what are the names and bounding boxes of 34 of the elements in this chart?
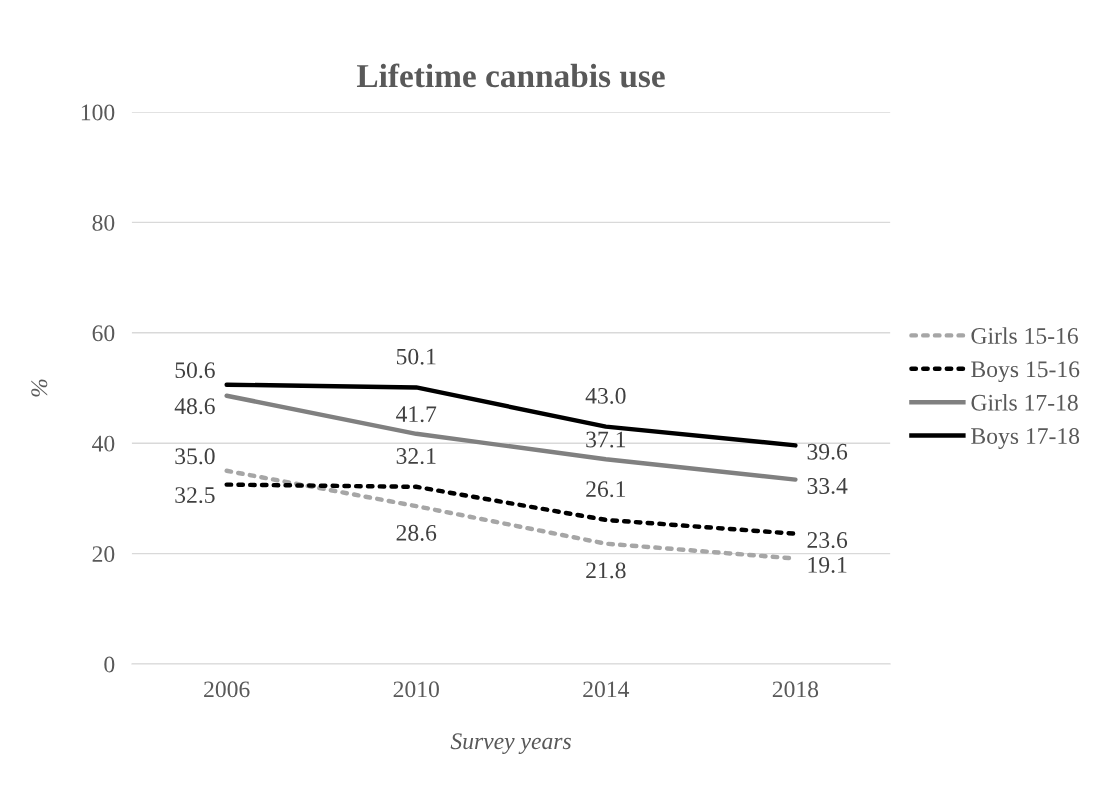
y-tick-label: 80: [92, 214, 115, 231]
data-label: 19.1: [808, 556, 847, 573]
data-label: 35.0: [175, 448, 215, 465]
x-axis-title: Survey years: [450, 733, 571, 755]
legend-label: Girls 17-18: [971, 394, 1078, 411]
x-tick-label: 2014: [583, 681, 630, 698]
x-tick-label: 2006: [204, 681, 250, 698]
y-tick-label: 100: [81, 104, 115, 121]
data-label: 48.6: [174, 398, 215, 415]
data-label: 41.7: [396, 406, 437, 423]
data-label: 43.0: [585, 387, 626, 404]
x-tick-label: 2010: [393, 681, 439, 698]
data-label: 37.1: [586, 431, 626, 448]
data-label: 32.5: [175, 487, 215, 504]
line-series: [224, 382, 798, 448]
data-label: 32.1: [396, 448, 436, 465]
y-tick-label: 60: [92, 325, 115, 342]
data-label: 33.4: [807, 478, 848, 494]
data-label: 50.1: [396, 348, 436, 365]
data-label: 50.6: [175, 362, 215, 379]
legend-label: Girls 15-16: [971, 327, 1078, 344]
legend-label: Boys 15-16: [971, 361, 1080, 383]
y-tick-label: 0: [104, 656, 115, 673]
data-label: 23.6: [807, 532, 848, 549]
x-tick-label: 2018: [772, 681, 819, 698]
data-label: 26.1: [586, 481, 626, 498]
data-label: 39.6: [807, 443, 848, 460]
y-axis-title: %: [31, 379, 48, 397]
data-label: 28.6: [396, 524, 437, 541]
legend-label: Boys 17-18: [971, 428, 1080, 449]
y-tick-label: 20: [92, 546, 115, 563]
chart-title: Lifetime cannabis use: [356, 63, 665, 88]
y-tick-label: 40: [92, 435, 115, 452]
data-label: 21.8: [586, 562, 626, 579]
